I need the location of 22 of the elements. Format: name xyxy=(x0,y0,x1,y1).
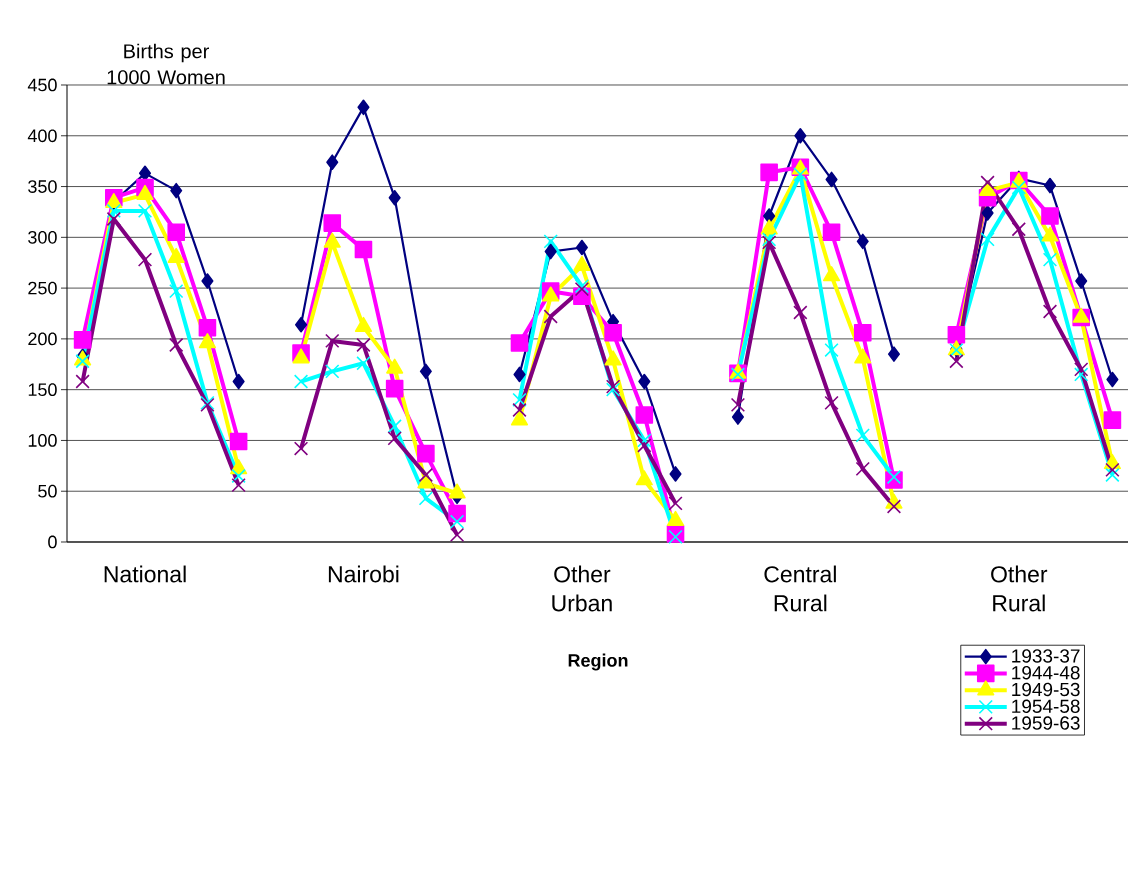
legend-label: 1954-58 xyxy=(1012,699,1080,713)
y-axis-title: Births per 1000 Women xyxy=(107,43,225,85)
x-tick-label: Central Rural xyxy=(764,565,836,612)
y-tick-label: 0 xyxy=(48,535,57,549)
x-tick-label: Nairobi xyxy=(328,565,399,583)
legend-label: 1944-48 xyxy=(1012,665,1080,680)
x-tick-label: Other Rural xyxy=(991,565,1048,612)
y-tick-label: 450 xyxy=(27,78,57,92)
y-tick-label: 250 xyxy=(28,281,57,295)
y-tick-label: 200 xyxy=(28,332,57,346)
y-tick-label: 300 xyxy=(28,230,57,244)
y-tick-label: 100 xyxy=(28,434,57,447)
y-tick-label: 400 xyxy=(27,129,57,143)
legend-label: 1949-53 xyxy=(1012,682,1080,697)
legend-label: 1933-37 xyxy=(1012,649,1080,663)
y-tick-label: 350 xyxy=(28,180,57,193)
legend-label: 1959-63 xyxy=(1012,716,1080,730)
x-tick-label: National xyxy=(104,565,186,583)
y-tick-label: 150 xyxy=(28,383,57,397)
x-axis-title: Region xyxy=(568,653,628,671)
y-tick-label: 50 xyxy=(38,484,57,498)
x-tick-label: Other Urban xyxy=(552,565,612,612)
